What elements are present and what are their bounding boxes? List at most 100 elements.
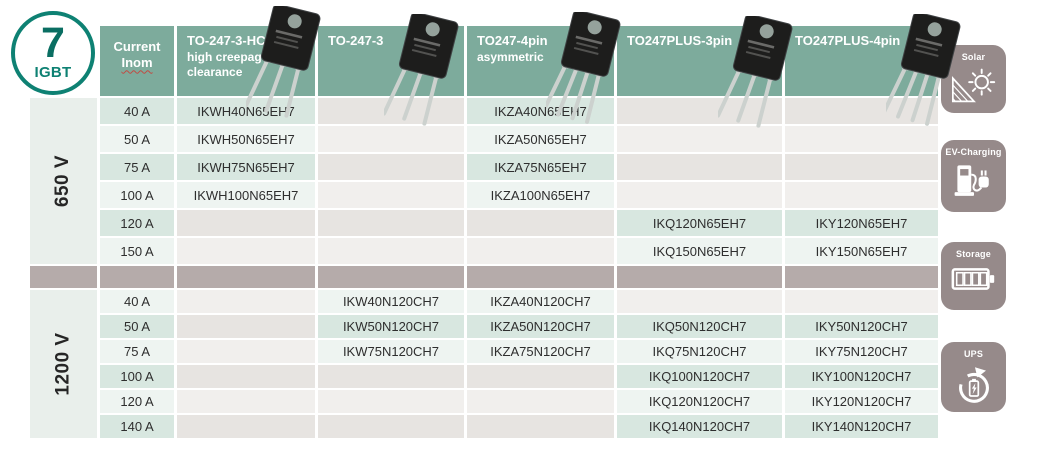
part-cell: IKW75N120CH7 — [318, 340, 464, 363]
current-cell: 120 A — [100, 210, 174, 236]
part-cell: IKZA75N65EH7 — [467, 154, 614, 180]
part-cell: IKZA50N120CH7 — [467, 315, 614, 338]
part-cell: IKY120N120CH7 — [785, 390, 938, 413]
empty-cell — [177, 315, 315, 338]
column-header-current: Current Inom — [100, 26, 174, 96]
current-cell: 75 A — [100, 340, 174, 363]
part-number: IKQ150N65EH7 — [652, 243, 747, 259]
column-header-to247-4pin: TO247-4pin asymmetric — [467, 26, 614, 96]
solar-icon — [941, 64, 1006, 111]
empty-cell — [617, 290, 782, 313]
current-value: 140 A — [120, 419, 154, 434]
current-cell: 75 A — [100, 154, 174, 180]
empty-cell — [467, 415, 614, 438]
empty-cell — [785, 290, 938, 313]
application-tile-ups: UPS — [941, 342, 1006, 412]
empty-cell — [318, 390, 464, 413]
part-number: IKZA100N65EH7 — [490, 187, 591, 203]
voltage-label-650v: 650 V — [30, 98, 97, 264]
empty-cell — [318, 98, 464, 124]
part-number: IKQ100N120CH7 — [648, 369, 751, 384]
part-cell: IKY50N120CH7 — [785, 315, 938, 338]
current-value: 100 A — [120, 369, 154, 384]
storage-icon — [941, 261, 1006, 302]
voltage-label-text: 650 V — [52, 154, 74, 208]
section-divider — [30, 266, 97, 288]
empty-cell — [617, 98, 782, 124]
empty-cell — [177, 340, 315, 363]
part-cell: IKY140N120CH7 — [785, 415, 938, 438]
application-tile-label: UPS — [963, 349, 984, 359]
empty-cell — [467, 390, 614, 413]
empty-cell — [177, 290, 315, 313]
part-cell: IKY120N65EH7 — [785, 210, 938, 236]
part-number: IKY100N120CH7 — [811, 369, 912, 384]
current-cell: 100 A — [100, 365, 174, 388]
column-header-label: TO247PLUS-4pin — [795, 33, 901, 48]
part-number: IKZA40N65EH7 — [494, 103, 587, 119]
empty-cell — [467, 365, 614, 388]
column-header-label: TO-247-3 — [328, 33, 384, 48]
current-cell: 40 A — [100, 98, 174, 124]
part-cell: IKZA100N65EH7 — [467, 182, 614, 208]
empty-cell — [785, 126, 938, 152]
part-number: IKY150N65EH7 — [815, 243, 908, 259]
part-cell: IKW40N120CH7 — [318, 290, 464, 313]
column-header-to247plus-4pin: TO247PLUS-4pin — [785, 26, 938, 96]
part-cell: IKWH100N65EH7 — [177, 182, 315, 208]
column-header-subline: asymmetric — [477, 49, 544, 64]
part-number: IKZA75N65EH7 — [494, 159, 587, 175]
part-number: IKY140N120CH7 — [811, 419, 912, 434]
column-header-to-247-3-hcc: TO-247-3-HCC high creepage,high clearance — [177, 26, 315, 96]
part-number: IKW50N120CH7 — [342, 319, 440, 334]
current-cell: 50 A — [100, 315, 174, 338]
section-divider — [617, 266, 782, 288]
current-cell: 120 A — [100, 390, 174, 413]
part-number: IKY120N65EH7 — [815, 215, 908, 231]
section-divider — [785, 266, 938, 288]
column-header-label: TO247-4pin — [477, 33, 548, 48]
application-tile-solar: Solar — [941, 45, 1006, 113]
part-number: IKQ75N120CH7 — [652, 344, 747, 359]
part-number: IKQ120N120CH7 — [648, 394, 751, 409]
part-number: IKWH40N65EH7 — [197, 103, 295, 119]
part-number: IKZA50N65EH7 — [494, 131, 587, 147]
part-cell: IKWH75N65EH7 — [177, 154, 315, 180]
current-cell: 100 A — [100, 182, 174, 208]
application-tile-label: EV-Charging — [945, 147, 1002, 157]
empty-cell — [318, 210, 464, 236]
empty-cell — [318, 365, 464, 388]
ups-icon — [941, 361, 1006, 414]
section-divider — [177, 266, 315, 288]
part-number: IKW75N120CH7 — [342, 344, 440, 359]
column-header-to247plus-3pin: TO247PLUS-3pin — [617, 26, 782, 96]
empty-cell — [467, 210, 614, 236]
part-cell: IKZA40N65EH7 — [467, 98, 614, 124]
empty-cell — [318, 182, 464, 208]
igbt-count-badge: 7 IGBT — [11, 11, 95, 95]
part-number: IKQ140N120CH7 — [648, 419, 751, 434]
part-cell: IKQ120N65EH7 — [617, 210, 782, 236]
part-cell: IKZA50N65EH7 — [467, 126, 614, 152]
current-cell: 150 A — [100, 238, 174, 264]
current-value: 50 A — [123, 131, 151, 147]
product-selector-table: Current Inom TO-247-3-HCC high creepage,hig… — [30, 26, 938, 438]
empty-cell — [617, 126, 782, 152]
part-cell: IKQ100N120CH7 — [617, 365, 782, 388]
part-cell: IKQ50N120CH7 — [617, 315, 782, 338]
part-number: IKWH75N65EH7 — [197, 159, 295, 175]
empty-cell — [467, 238, 614, 264]
current-value: 120 A — [120, 215, 154, 231]
part-number: IKWH100N65EH7 — [193, 187, 299, 203]
part-number: IKW40N120CH7 — [342, 294, 440, 309]
current-value: 50 A — [123, 319, 151, 334]
part-number: IKY120N120CH7 — [811, 394, 912, 409]
current-value: 120 A — [120, 394, 154, 409]
current-cell: 50 A — [100, 126, 174, 152]
part-number: IKQ120N65EH7 — [652, 215, 747, 231]
column-header-label: TO-247-3-HCC — [187, 33, 275, 48]
voltage-label-1200v: 1200 V — [30, 290, 97, 438]
column-header-label: TO247PLUS-3pin — [627, 33, 733, 48]
part-number: IKQ50N120CH7 — [652, 319, 747, 334]
